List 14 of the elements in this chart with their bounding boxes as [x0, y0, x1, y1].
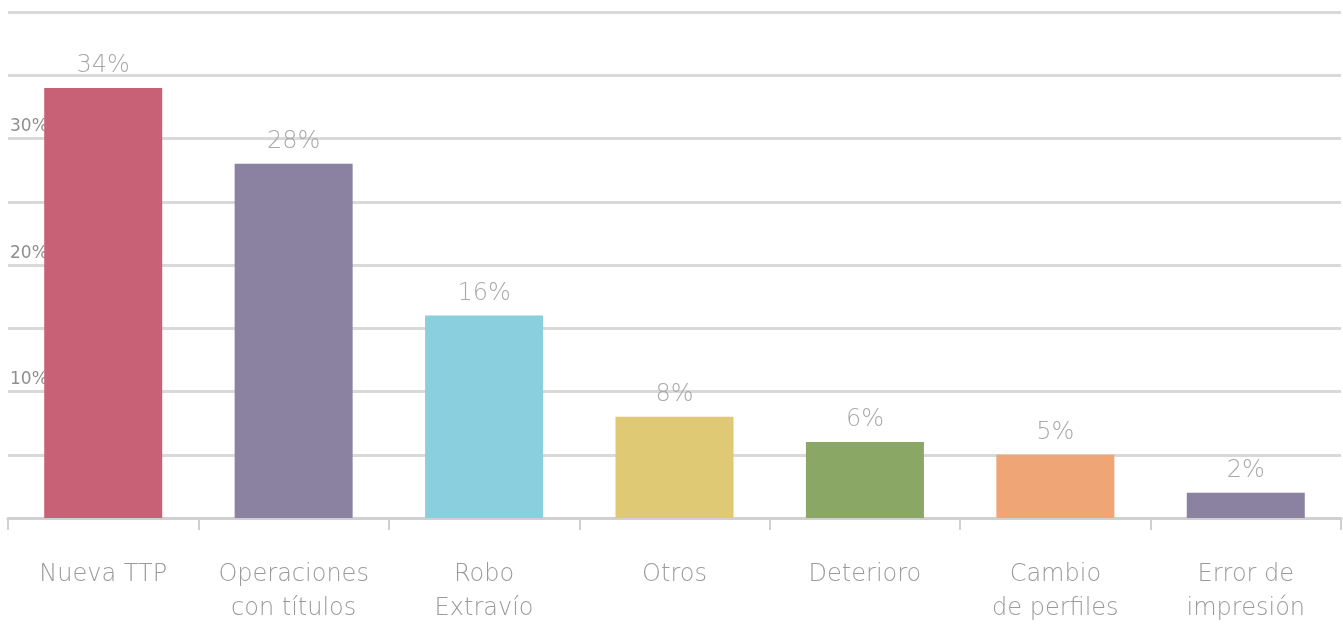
x-tick-label: Nueva TTP — [39, 559, 168, 587]
data-label: 2% — [1226, 454, 1265, 483]
data-label: 8% — [655, 378, 694, 407]
data-label: 16% — [457, 277, 511, 306]
x-tick-label: Otros — [642, 559, 707, 587]
data-label: 6% — [845, 404, 884, 433]
data-label: 28% — [266, 125, 321, 154]
x-tick-label: Operaciones con títulos — [218, 559, 369, 621]
x-tick-label: Robo Extravío — [434, 559, 534, 621]
data-label: 5% — [1036, 416, 1075, 445]
data-label: 34% — [76, 49, 130, 78]
x-tick-label: Error de impresión — [1186, 559, 1306, 621]
x-tick-label: Deterioro — [808, 559, 922, 587]
x-tick-label: Cambio de perfiles — [992, 559, 1119, 621]
